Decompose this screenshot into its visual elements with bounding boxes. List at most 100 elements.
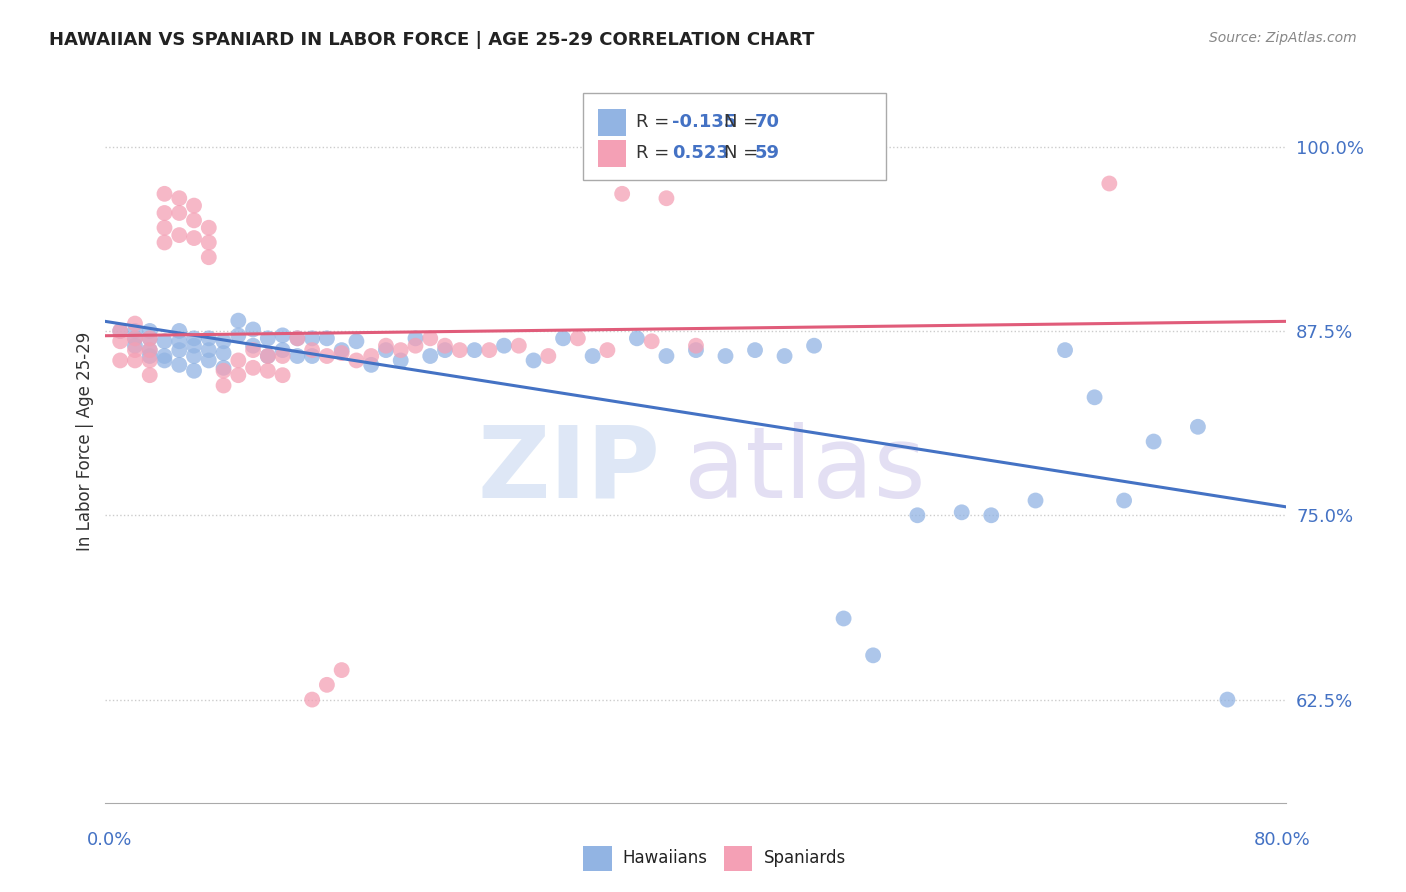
Point xyxy=(389,343,412,358)
Y-axis label: In Labor Force | Age 25-29: In Labor Force | Age 25-29 xyxy=(76,332,94,551)
Point xyxy=(433,339,456,353)
Point xyxy=(169,228,191,243)
Point xyxy=(405,331,427,345)
Point xyxy=(287,331,309,345)
Point xyxy=(655,191,678,205)
Point xyxy=(537,349,560,363)
Point xyxy=(626,331,648,345)
Point xyxy=(551,331,574,345)
Point xyxy=(1083,390,1105,404)
Point xyxy=(197,331,219,345)
Point xyxy=(212,364,235,378)
Point xyxy=(138,368,162,383)
Point xyxy=(287,331,309,345)
Point xyxy=(405,339,427,353)
Point xyxy=(508,339,530,353)
Point xyxy=(228,313,250,327)
Point xyxy=(153,334,176,349)
Point xyxy=(641,334,664,349)
Point xyxy=(1054,343,1077,358)
Point xyxy=(183,231,205,245)
Point xyxy=(228,328,250,343)
Point xyxy=(138,353,162,368)
Point xyxy=(287,349,309,363)
Point xyxy=(183,364,205,378)
Point xyxy=(478,343,501,358)
Point xyxy=(242,322,264,336)
Text: 0.523: 0.523 xyxy=(672,145,728,162)
Point xyxy=(374,339,398,353)
Point xyxy=(301,692,323,706)
Point xyxy=(110,324,132,338)
Point xyxy=(271,368,294,383)
Point xyxy=(197,220,219,235)
Point xyxy=(153,349,176,363)
Point xyxy=(257,364,280,378)
Text: 80.0%: 80.0% xyxy=(1254,831,1310,849)
Point xyxy=(197,250,219,264)
Point xyxy=(1024,493,1046,508)
Point xyxy=(183,199,205,213)
Point xyxy=(1187,419,1209,434)
Text: Source: ZipAtlas.com: Source: ZipAtlas.com xyxy=(1209,31,1357,45)
Point xyxy=(862,648,884,663)
Point xyxy=(257,349,280,363)
Point xyxy=(315,349,337,363)
Point xyxy=(523,353,546,368)
Point xyxy=(124,331,146,345)
Point xyxy=(228,368,250,383)
Point xyxy=(1098,177,1121,191)
Point xyxy=(257,349,280,363)
Text: atlas: atlas xyxy=(685,422,925,519)
Point xyxy=(212,378,235,392)
Point xyxy=(980,508,1002,523)
Point xyxy=(271,349,294,363)
Point xyxy=(315,678,337,692)
Text: Spaniards: Spaniards xyxy=(763,849,845,867)
Point xyxy=(433,343,456,358)
Point xyxy=(330,663,353,677)
Text: 0.0%: 0.0% xyxy=(87,831,132,849)
Point xyxy=(169,334,191,349)
Point xyxy=(153,235,176,250)
Point xyxy=(124,324,146,338)
Point xyxy=(610,186,633,201)
Point xyxy=(714,349,737,363)
Point xyxy=(1114,493,1136,508)
Point xyxy=(464,343,486,358)
Point xyxy=(360,349,382,363)
Point xyxy=(124,331,146,345)
Point xyxy=(803,339,825,353)
Text: -0.135: -0.135 xyxy=(672,113,737,131)
Point xyxy=(950,505,973,519)
Point xyxy=(242,339,264,353)
Text: 59: 59 xyxy=(755,145,780,162)
Point xyxy=(419,349,441,363)
Point xyxy=(228,353,250,368)
Point xyxy=(374,343,398,358)
Point xyxy=(124,339,146,353)
Point xyxy=(271,343,294,358)
Point xyxy=(685,343,707,358)
Point xyxy=(907,508,929,523)
Point xyxy=(153,206,176,220)
Point xyxy=(360,358,382,372)
Text: ZIP: ZIP xyxy=(478,422,661,519)
Point xyxy=(744,343,766,358)
Point xyxy=(492,339,515,353)
Point xyxy=(773,349,796,363)
Point xyxy=(110,334,132,349)
Point xyxy=(153,353,176,368)
Point xyxy=(169,191,191,205)
Point xyxy=(832,611,855,625)
Point xyxy=(169,358,191,372)
Point xyxy=(138,349,162,363)
Text: N =: N = xyxy=(724,113,763,131)
Point xyxy=(124,343,146,358)
Point xyxy=(212,360,235,375)
Text: 70: 70 xyxy=(755,113,780,131)
Point xyxy=(315,331,337,345)
Point xyxy=(124,353,146,368)
Text: N =: N = xyxy=(724,145,763,162)
Point xyxy=(138,331,162,345)
